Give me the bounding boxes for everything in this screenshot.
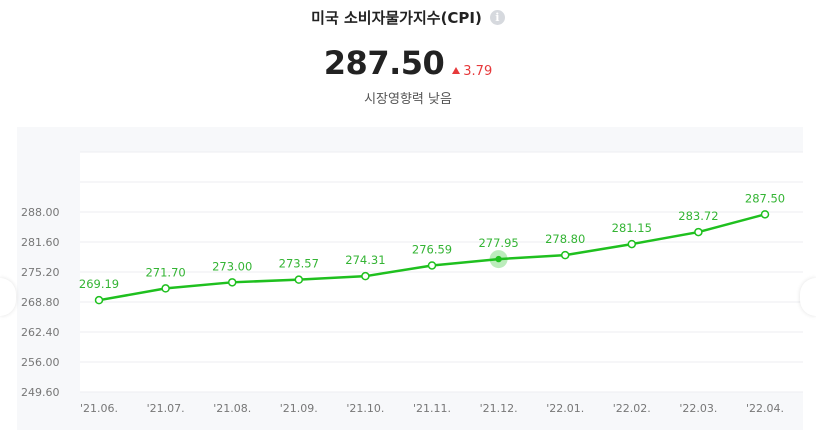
data-point bbox=[294, 275, 304, 284]
y-tick-label: 275.20 bbox=[21, 266, 60, 279]
data-point bbox=[361, 271, 370, 281]
data-point bbox=[760, 210, 770, 219]
data-point bbox=[560, 250, 570, 260]
y-tick-label: 256.00 bbox=[21, 356, 60, 369]
x-tick-label: '21.06. bbox=[80, 402, 118, 415]
data-label: 277.95 bbox=[478, 236, 518, 250]
x-tick-label: '22.02. bbox=[613, 402, 651, 415]
data-label: 287.50 bbox=[745, 191, 785, 205]
up-triangle-icon bbox=[452, 67, 461, 74]
y-tick-label: 262.40 bbox=[21, 326, 60, 339]
market-impact-label: 시장영향력 낮음 bbox=[364, 92, 452, 107]
x-tick-label: '22.03. bbox=[679, 402, 717, 415]
data-label: 276.59 bbox=[412, 242, 452, 256]
data-label: 271.70 bbox=[145, 265, 185, 279]
data-point bbox=[227, 278, 237, 287]
data-point bbox=[694, 227, 703, 237]
info-icon[interactable]: i bbox=[489, 10, 505, 25]
current-value: 287.50 bbox=[323, 44, 445, 82]
chart-series: 269.19 271.70 273.00 273.57 274.31 276.59 277.… bbox=[79, 191, 785, 305]
y-tick-label: 288.00 bbox=[21, 206, 60, 219]
y-axis: 288.00 281.60 275.20 268.80 262.40 256.00 249.… bbox=[21, 206, 60, 399]
data-point bbox=[94, 295, 104, 305]
x-tick-label: '22.04. bbox=[746, 402, 784, 415]
data-point bbox=[495, 255, 502, 263]
y-tick-label: 268.80 bbox=[21, 296, 60, 309]
title-row: 미국 소비자물가지수(CPI) i bbox=[0, 7, 816, 28]
data-label: 281.15 bbox=[612, 221, 652, 235]
x-axis: '21.06. '21.07. '21.08. '21.09. '21.10. '21.1… bbox=[80, 402, 784, 415]
x-tick-label: '21.11. bbox=[413, 402, 451, 415]
data-label: 273.57 bbox=[279, 257, 319, 271]
x-tick-label: '21.08. bbox=[213, 402, 251, 415]
data-label: 283.72 bbox=[678, 209, 718, 223]
x-tick-label: '21.07. bbox=[147, 402, 185, 415]
y-tick-label: 249.60 bbox=[21, 386, 60, 399]
chart-prev-button[interactable] bbox=[0, 278, 16, 316]
data-label: 273.00 bbox=[212, 259, 252, 273]
page-title: 미국 소비자물가지수(CPI) bbox=[311, 9, 482, 27]
value-row: 287.50 3.79 bbox=[0, 44, 816, 82]
data-label: 269.19 bbox=[79, 277, 119, 291]
data-point bbox=[427, 261, 437, 270]
data-label: 274.31 bbox=[345, 253, 385, 267]
x-tick-label: '22.01. bbox=[546, 402, 584, 415]
change-value: 3.79 bbox=[463, 63, 493, 79]
x-tick-label: '21.12. bbox=[480, 402, 518, 415]
data-point bbox=[627, 239, 637, 249]
x-tick-label: '21.09. bbox=[280, 402, 318, 415]
chart-grid bbox=[80, 151, 803, 393]
data-label: 278.80 bbox=[545, 232, 585, 246]
x-tick-label: '21.10. bbox=[346, 402, 384, 415]
change-indicator: 3.79 bbox=[452, 64, 492, 79]
chart-next-button[interactable] bbox=[800, 278, 816, 316]
data-point bbox=[161, 284, 170, 293]
y-tick-label: 281.60 bbox=[21, 236, 60, 249]
